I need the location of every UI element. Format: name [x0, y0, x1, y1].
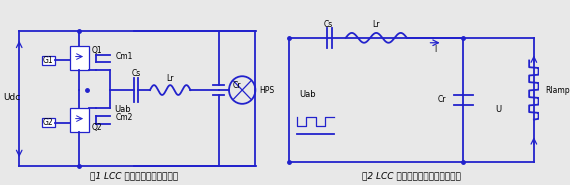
Text: Rlamp: Rlamp: [545, 85, 570, 95]
Text: G1: G1: [43, 56, 54, 65]
FancyBboxPatch shape: [70, 108, 89, 132]
Text: Cs: Cs: [324, 20, 333, 28]
FancyBboxPatch shape: [70, 46, 89, 70]
Text: 图2 LCC 谐振半桥之二简化等效电路: 图2 LCC 谐振半桥之二简化等效电路: [362, 171, 461, 180]
Text: Q1: Q1: [92, 46, 102, 55]
Text: Uab: Uab: [300, 90, 316, 100]
Text: Lr: Lr: [372, 20, 380, 28]
Text: Udc: Udc: [3, 93, 21, 102]
Text: Cm1: Cm1: [115, 52, 133, 61]
FancyBboxPatch shape: [42, 56, 55, 65]
Text: 图1 LCC 串联谐振半桥逆变电路: 图1 LCC 串联谐振半桥逆变电路: [90, 171, 178, 180]
Text: Cr: Cr: [233, 81, 241, 90]
FancyBboxPatch shape: [42, 118, 55, 127]
Text: G2: G2: [43, 118, 54, 127]
Text: I: I: [434, 45, 436, 54]
Text: Q2: Q2: [92, 123, 102, 132]
Text: HPS: HPS: [259, 85, 274, 95]
Text: Lr: Lr: [166, 74, 173, 83]
Text: Cs: Cs: [131, 69, 140, 78]
Text: U: U: [495, 105, 501, 114]
Text: Uab: Uab: [115, 105, 131, 114]
Text: Cm2: Cm2: [115, 113, 133, 122]
Text: Cr: Cr: [438, 95, 446, 104]
